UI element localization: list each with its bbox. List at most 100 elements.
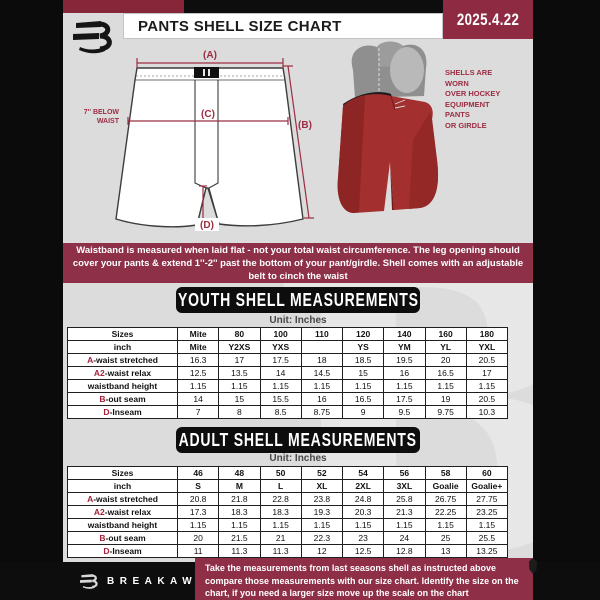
table-row: D-Inseam 7 8 8.5 8.75 9 9.5 9.75 10.3 <box>67 405 509 419</box>
table-cell: YL <box>424 340 467 354</box>
table-row: A-waist stretched 16.3 17 17.5 18 18.5 19.5 20 2… <box>67 353 509 367</box>
table-cell: 140 <box>383 327 426 341</box>
table-cell: 48 <box>218 466 261 480</box>
table-cell: Y2XS <box>218 340 261 354</box>
measure-letter: A <box>87 355 94 365</box>
table-cell: 18 <box>300 353 344 367</box>
table-cell: 15 <box>341 366 385 380</box>
table-cell: 13.5 <box>218 366 261 380</box>
table-cell: 24 <box>383 531 426 545</box>
table-cell: 1.15 <box>259 379 302 393</box>
table-cell: YXL <box>465 340 509 354</box>
table-cell: 1.15 <box>218 518 261 532</box>
table-cell: 17.3 <box>176 505 220 519</box>
table-cell: 8 <box>218 405 261 419</box>
table-cell: 1.15 <box>383 379 426 393</box>
table-cell: 12 <box>300 544 344 558</box>
table-cell: 12.5 <box>176 366 220 380</box>
table-cell: 11 <box>176 544 220 558</box>
table-cell: 23.25 <box>465 505 509 519</box>
table-cell: 20.3 <box>341 505 385 519</box>
table-cell: 46 <box>176 466 220 480</box>
table-cell: 23.8 <box>300 492 344 506</box>
row-label: A-waist stretched <box>67 492 178 506</box>
table-cell: 56 <box>383 466 426 480</box>
table-cell: 180 <box>465 327 509 341</box>
table-cell: Goalie+ <box>465 479 509 493</box>
row-label: B-out seam <box>67 531 178 545</box>
adult-heading-box: ADULT SHELL MEASUREMENTS <box>176 427 420 453</box>
table-cell: 21.3 <box>383 505 426 519</box>
table-cell: 1.15 <box>259 518 302 532</box>
table-cell: 52 <box>300 466 344 480</box>
table-cell: 1.15 <box>176 518 220 532</box>
table-cell: 18.3 <box>259 505 302 519</box>
table-cell: 1.15 <box>383 518 426 532</box>
table-cell: 54 <box>341 466 385 480</box>
youth-heading: YOUTH SHELL MEASUREMENTS <box>177 289 419 310</box>
table-cell: 16.3 <box>176 353 220 367</box>
diagram-label-d: (D) <box>200 220 214 231</box>
table-cell: 110 <box>300 327 344 341</box>
table-cell: 25.8 <box>383 492 426 506</box>
table-cell: YS <box>341 340 385 354</box>
row-label: inch <box>67 340 178 354</box>
table-row: B-out seam 14 15 15.5 16 16.5 17.5 19 20.5 <box>67 392 509 406</box>
row-label: waistband height <box>67 518 178 532</box>
top-strip-black <box>184 0 443 13</box>
table-cell: 26.75 <box>424 492 467 506</box>
table-cell: M <box>218 479 261 493</box>
row-label: Sizes <box>67 327 178 341</box>
table-row: waistband height 1.15 1.15 1.15 1.15 1.15 1.15… <box>67 379 509 393</box>
row-label: waistband height <box>67 379 178 393</box>
page-title-box: PANTS SHELL SIZE CHART <box>123 13 443 39</box>
table-row: B-out seam 20 21.5 21 22.3 23 24 25 25.5 <box>67 531 509 545</box>
table-cell: 50 <box>259 466 302 480</box>
table-cell: 9.75 <box>424 405 467 419</box>
diagram-label-b: (B) <box>298 120 312 131</box>
table-cell: 15.5 <box>259 392 302 406</box>
table-cell: 3XL <box>383 479 426 493</box>
table-cell: 17.5 <box>383 392 426 406</box>
table-cell: 21 <box>259 531 302 545</box>
table-cell: 8.5 <box>259 405 302 419</box>
table-row: D-Inseam 11 11.3 11.3 12 12.5 12.8 13 13.25 <box>67 544 509 558</box>
top-strip-maroon <box>63 0 184 13</box>
youth-measurements-table: Sizes Mite 80 100 110 120 140 160 180 inch Mite Y2X… <box>67 327 509 419</box>
table-cell: 16 <box>300 392 344 406</box>
measure-letter: A2 <box>93 507 105 517</box>
table-cell: 9.5 <box>383 405 426 419</box>
date-badge: 2025.4.22 <box>443 0 533 39</box>
table-cell: 1.15 <box>341 379 385 393</box>
table-cell: 1.15 <box>341 518 385 532</box>
table-cell: 80 <box>218 327 261 341</box>
table-cell: 15 <box>218 392 261 406</box>
diagram-label-a: (A) <box>203 50 217 61</box>
cursor-pin <box>529 558 537 574</box>
table-cell: 27.75 <box>465 492 509 506</box>
table-cell: 19.5 <box>383 353 426 367</box>
table-cell: 25 <box>424 531 467 545</box>
table-cell: 60 <box>465 466 509 480</box>
table-cell: 22.3 <box>300 531 344 545</box>
waistband-info-banner: Waistband is measured when laid flat - n… <box>63 243 533 283</box>
table-cell: L <box>259 479 302 493</box>
row-label: inch <box>67 479 178 493</box>
size-chart-document: B PANTS SHELL SIZE CHART 2025.4.22 <box>63 0 533 600</box>
table-row: A2-waist relax 12.5 13.5 14 14.5 15 16 16.5 17 <box>67 366 509 380</box>
footer-instructions-box: Take the measurements from last seasons … <box>195 558 533 600</box>
table-cell: 20 <box>176 531 220 545</box>
table-cell: 12.5 <box>341 544 385 558</box>
breakaway-logo-icon <box>73 14 117 63</box>
date-text: 2025.4.22 <box>456 9 520 29</box>
table-cell: S <box>176 479 220 493</box>
row-label: A2-waist relax <box>67 366 178 380</box>
breakaway-footer-logo-icon <box>80 574 98 589</box>
shell-photo-caption: SHELLS ARE WORN OVER HOCKEY EQUIPMENT PA… <box>445 68 501 130</box>
table-cell: 11.3 <box>218 544 261 558</box>
table-cell: 8.75 <box>300 405 344 419</box>
table-cell: 18.3 <box>218 505 261 519</box>
table-cell: 1.15 <box>176 379 220 393</box>
table-cell: 14.5 <box>300 366 344 380</box>
youth-heading-box: YOUTH SHELL MEASUREMENTS <box>176 287 420 313</box>
